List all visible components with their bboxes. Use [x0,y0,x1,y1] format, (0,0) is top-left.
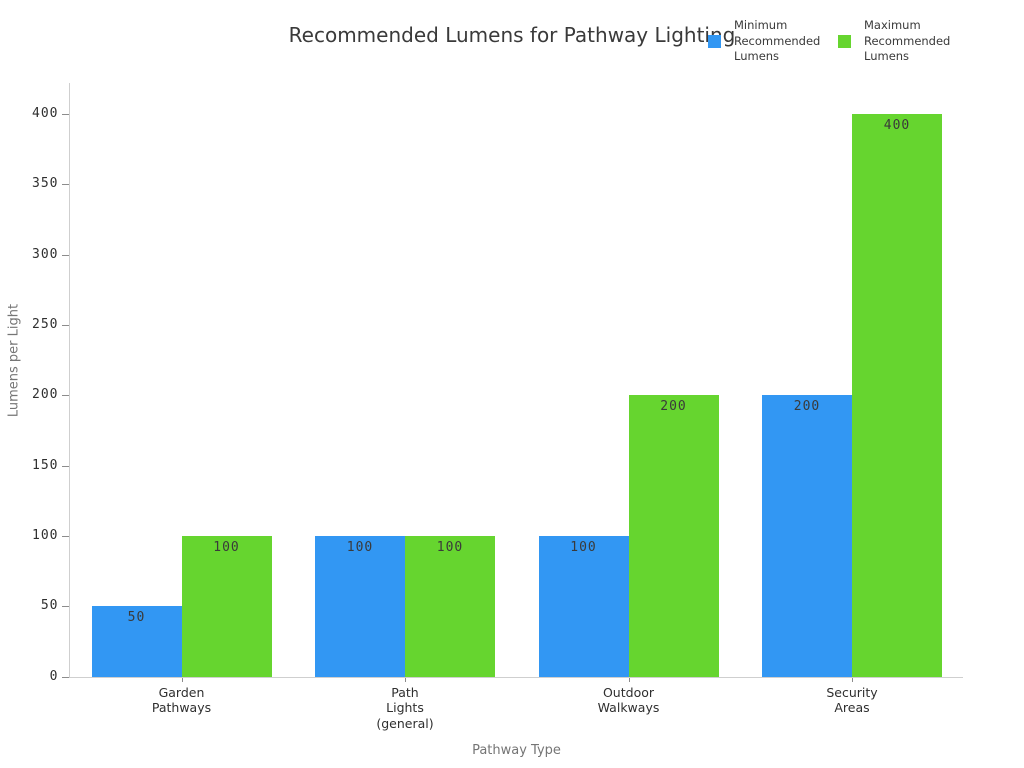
y-tick [61,465,69,467]
bar-max: 100 [405,535,495,677]
bar-min: 100 [538,535,629,677]
x-tick [181,677,183,682]
bar-value-label: 50 [127,610,146,626]
y-axis-title: Lumens per Light [6,303,22,418]
bar-value-label: 100 [213,539,240,555]
bar-value-label: 100 [436,539,464,555]
bar-value-label: 100 [570,539,597,555]
y-tick [61,606,69,608]
legend-label: Minimum Recommended Lumens [734,18,821,63]
y-tick-label: 100 [32,527,59,543]
bar-value-label: 200 [793,399,821,415]
x-tick-label: Path Lights (general) [376,684,434,731]
bar-min: 200 [762,395,852,677]
legend-label: Maximum Recommended Lumens [864,18,951,63]
y-tick [61,676,69,678]
legend-swatch-max [838,34,851,48]
bar-max: 400 [852,114,942,677]
y-tick-label: 50 [40,598,59,614]
x-axis-line [68,676,963,678]
x-axis-title: Pathway Type [472,743,561,758]
y-tick [61,184,69,186]
legend-item-minimum: Minimum Recommended Lumens [708,18,820,65]
y-tick [61,535,69,537]
bar-value-label: 200 [660,399,687,415]
x-tick-label: Security Areas [826,684,878,716]
x-tick [628,677,630,682]
y-tick-label: 200 [32,387,59,403]
y-tick [61,254,69,256]
bar-min: 50 [91,606,182,677]
bar-max: 200 [628,395,719,677]
y-tick-label: 250 [32,316,59,332]
bar-min: 100 [315,535,405,677]
y-axis-line [68,83,70,678]
y-tick [61,395,69,397]
x-tick-label: Garden Pathways [151,684,212,716]
legend-item-maximum: Maximum Recommended Lumens [838,18,950,65]
x-tick [405,677,406,682]
y-tick-label: 300 [32,246,59,262]
y-tick-label: 150 [32,457,59,473]
y-tick-label: 350 [32,176,59,192]
y-tick-label: 400 [32,106,59,121]
y-tick-label: 0 [49,668,59,684]
bar-max: 100 [181,535,272,677]
y-tick [61,114,69,115]
y-tick [61,324,69,326]
bar-value-label: 100 [346,539,374,555]
chart-title: Recommended Lumens for Pathway Lighting [288,23,736,47]
x-tick-label: Outdoor Walkways [597,684,660,716]
legend-swatch-min [708,34,721,48]
x-tick [852,677,853,682]
bar-value-label: 400 [883,118,911,133]
